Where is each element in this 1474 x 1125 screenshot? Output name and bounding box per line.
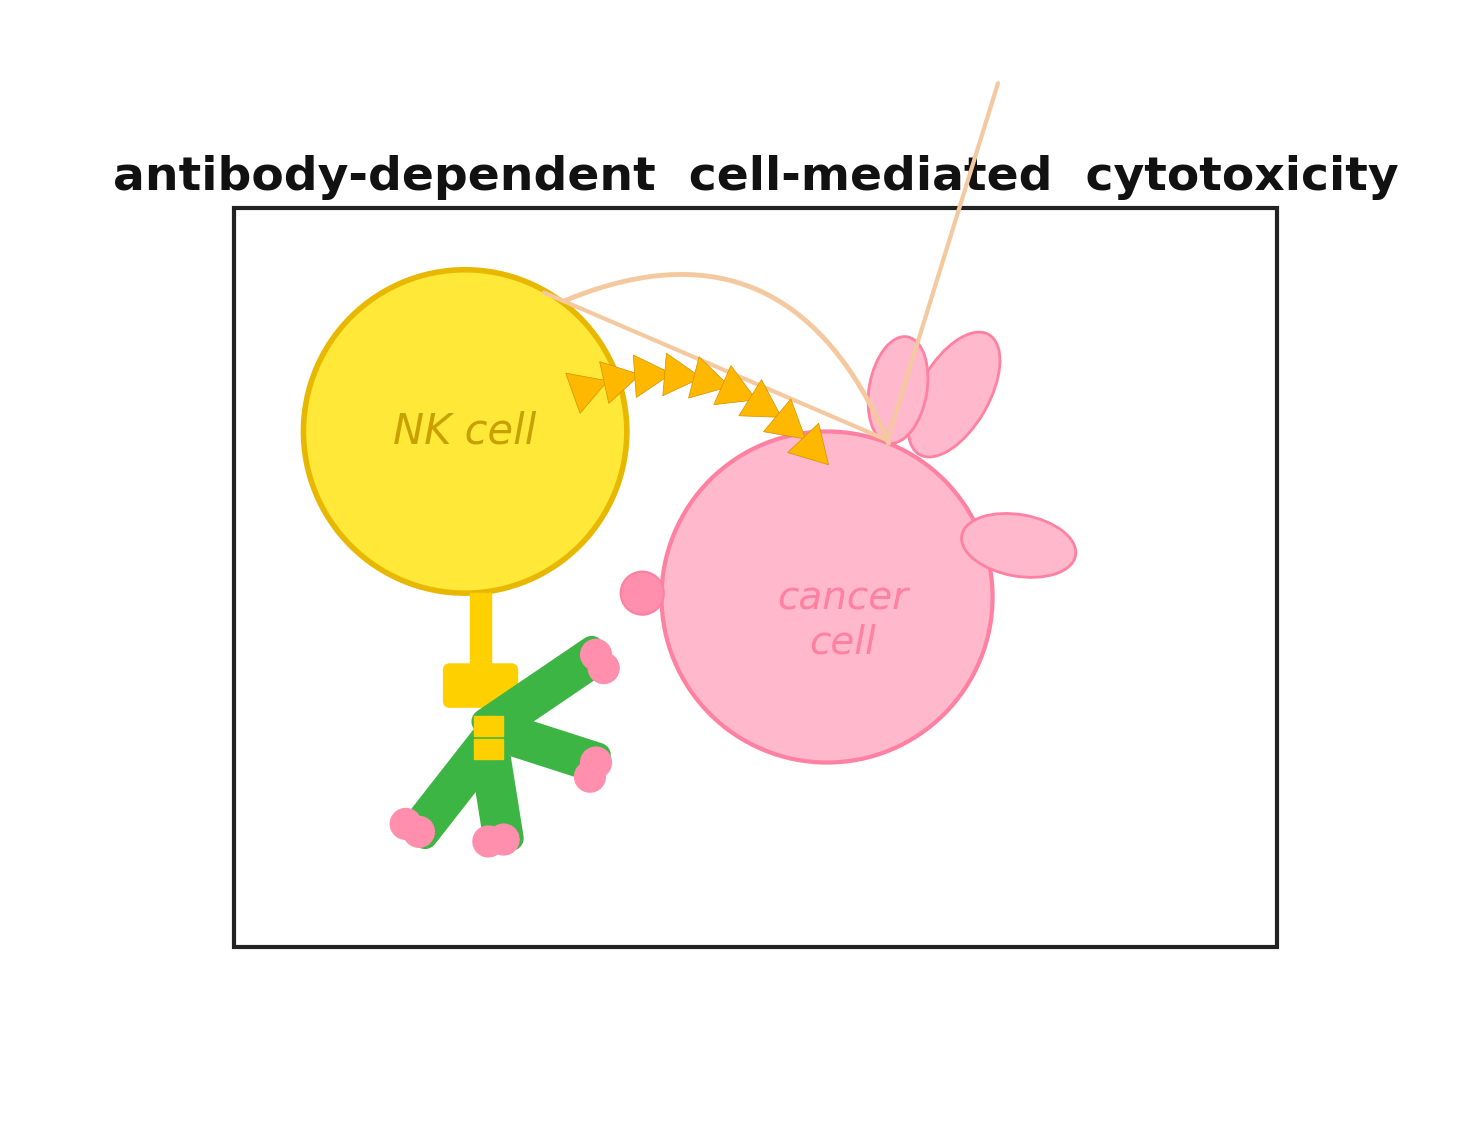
Circle shape xyxy=(304,270,626,593)
Bar xyxy=(473,739,503,758)
Ellipse shape xyxy=(868,336,929,443)
Circle shape xyxy=(581,747,612,778)
Circle shape xyxy=(391,809,422,839)
Circle shape xyxy=(662,432,992,763)
Text: cancer
cell: cancer cell xyxy=(777,579,908,662)
Text: NK cell: NK cell xyxy=(394,411,537,452)
Circle shape xyxy=(404,817,435,847)
Text: antibody-dependent  cell-mediated  cytotoxicity: antibody-dependent cell-mediated cytotox… xyxy=(112,155,1399,200)
Circle shape xyxy=(575,762,606,792)
Circle shape xyxy=(488,825,519,855)
Bar xyxy=(470,593,491,685)
Ellipse shape xyxy=(961,513,1076,577)
Circle shape xyxy=(621,572,663,614)
Ellipse shape xyxy=(908,332,999,457)
Circle shape xyxy=(581,639,612,670)
Circle shape xyxy=(588,652,619,684)
Circle shape xyxy=(473,826,504,857)
Bar xyxy=(473,717,503,736)
Bar xyxy=(234,208,1276,947)
FancyBboxPatch shape xyxy=(444,664,517,708)
